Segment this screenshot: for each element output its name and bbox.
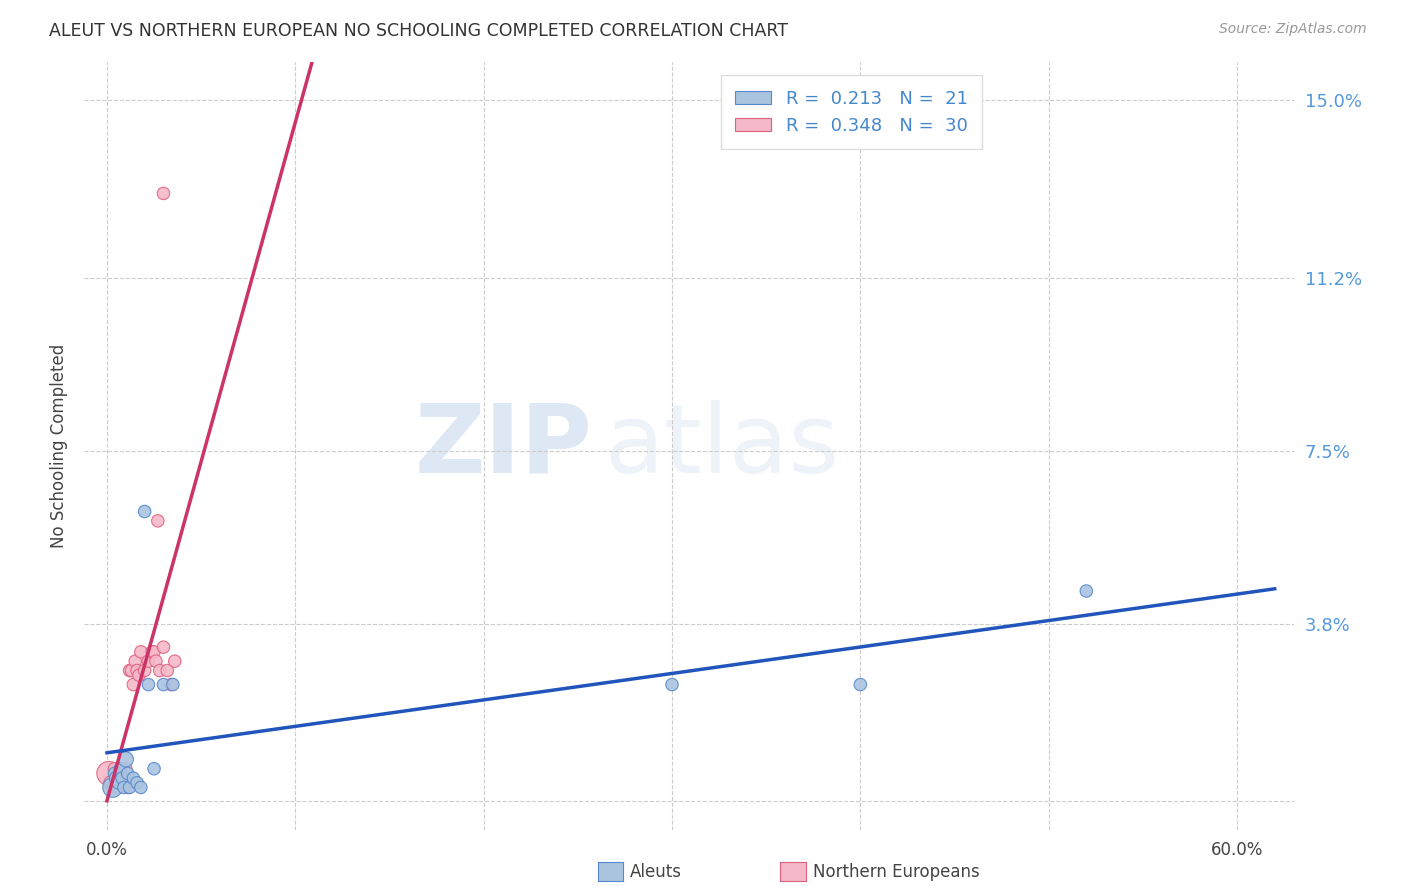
Text: ALEUT VS NORTHERN EUROPEAN NO SCHOOLING COMPLETED CORRELATION CHART: ALEUT VS NORTHERN EUROPEAN NO SCHOOLING … <box>49 22 789 40</box>
Point <box>112 780 135 795</box>
Point <box>127 664 149 678</box>
Point <box>107 776 129 790</box>
Point <box>163 654 186 668</box>
Legend: R =  0.213   N =  21, R =  0.348   N =  30: R = 0.213 N = 21, R = 0.348 N = 30 <box>721 75 983 149</box>
Point <box>117 780 139 795</box>
Point <box>100 776 122 790</box>
Point <box>149 664 172 678</box>
Point <box>146 514 169 528</box>
Point <box>105 771 128 785</box>
Point <box>108 766 131 780</box>
Point <box>124 654 146 668</box>
Point <box>114 762 136 776</box>
Point <box>138 677 160 691</box>
Point <box>1076 584 1098 599</box>
Point <box>127 776 149 790</box>
Point <box>97 766 120 780</box>
Y-axis label: No Schooling Completed: No Schooling Completed <box>51 344 69 548</box>
Point <box>162 677 184 691</box>
Point <box>101 780 124 795</box>
Point <box>128 668 150 682</box>
Point <box>122 677 145 691</box>
Point <box>111 771 134 785</box>
Point <box>661 677 683 691</box>
Point <box>152 186 174 201</box>
Point <box>122 771 145 785</box>
Point <box>117 766 139 780</box>
Text: Aleuts: Aleuts <box>630 863 682 881</box>
Point <box>152 677 174 691</box>
Point <box>156 664 179 678</box>
Point <box>112 771 135 785</box>
Point <box>101 780 124 795</box>
Point <box>105 771 128 785</box>
Point <box>143 645 166 659</box>
Text: Source: ZipAtlas.com: Source: ZipAtlas.com <box>1219 22 1367 37</box>
Point <box>160 677 183 691</box>
Text: ZIP: ZIP <box>415 400 592 492</box>
Point <box>145 654 167 668</box>
Point <box>108 762 131 776</box>
Point <box>141 645 163 659</box>
Point <box>143 762 166 776</box>
Point <box>111 776 134 790</box>
Point <box>134 664 156 678</box>
Point <box>120 664 142 678</box>
Text: Northern Europeans: Northern Europeans <box>813 863 980 881</box>
Point <box>118 664 141 678</box>
Point <box>138 654 160 668</box>
Text: atlas: atlas <box>605 400 839 492</box>
Point <box>849 677 872 691</box>
Point <box>107 780 129 795</box>
Point <box>118 780 141 795</box>
Point <box>103 762 125 776</box>
Point <box>114 752 136 766</box>
Point <box>134 504 156 518</box>
Point <box>129 780 152 795</box>
Point <box>152 640 174 654</box>
Point <box>129 645 152 659</box>
Point <box>103 766 125 780</box>
